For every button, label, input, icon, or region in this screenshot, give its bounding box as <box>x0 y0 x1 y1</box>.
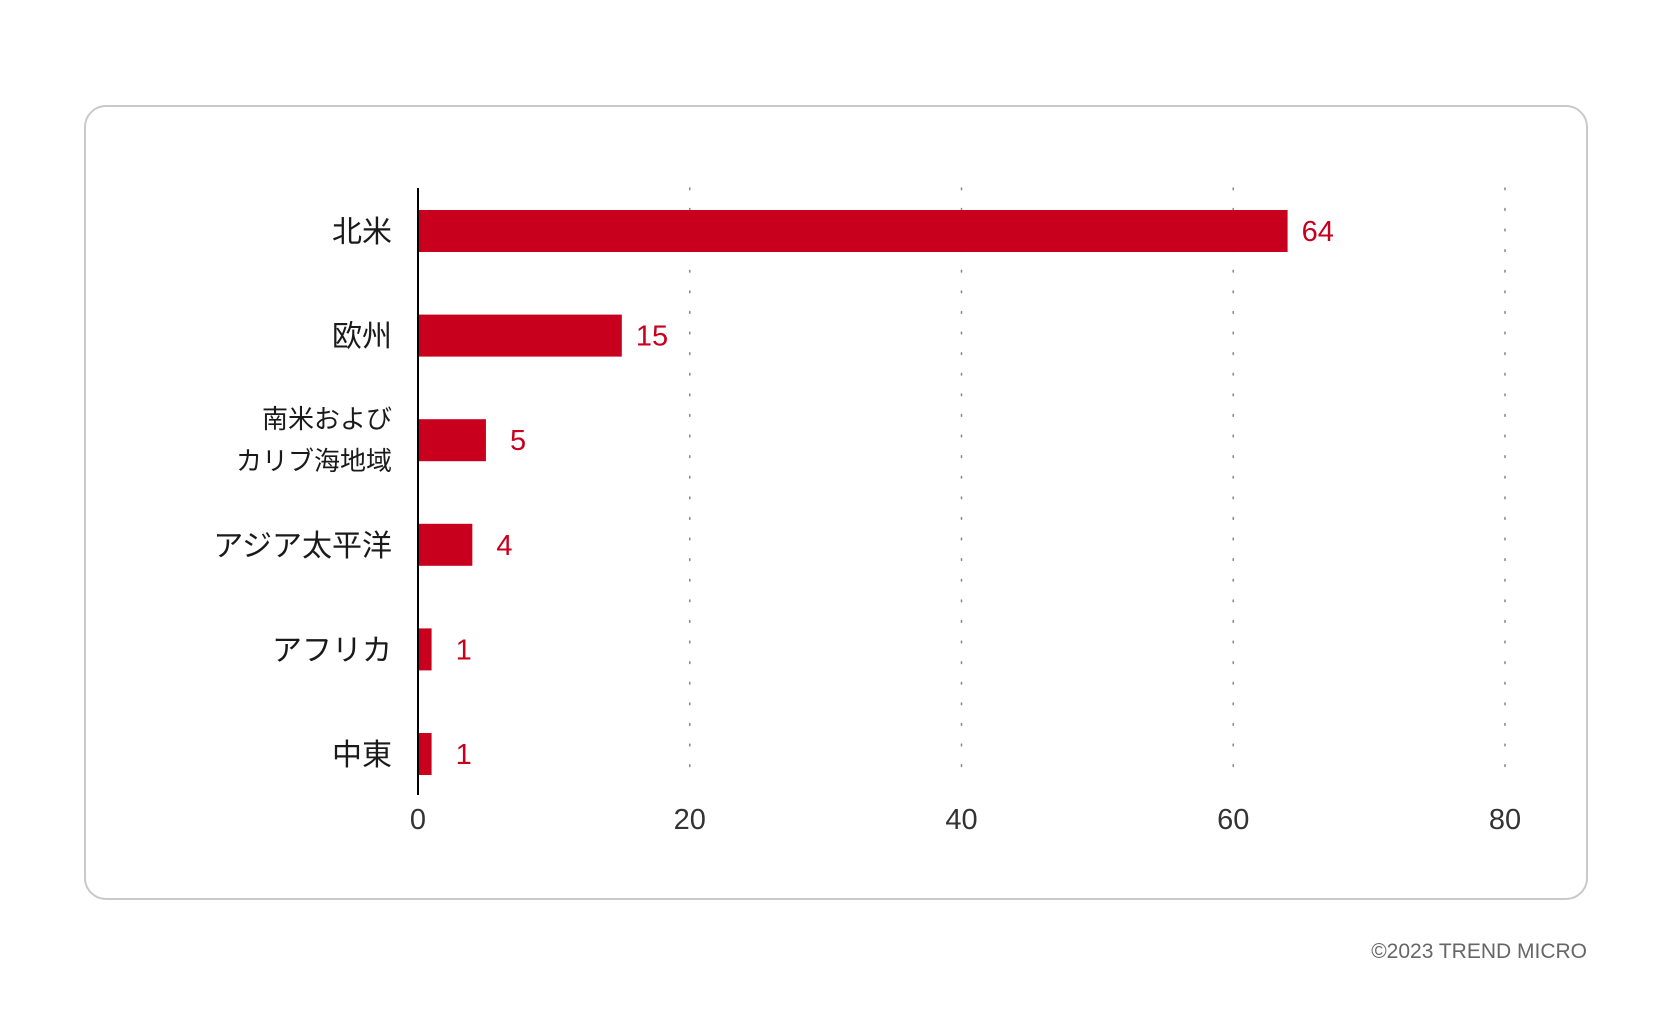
category-label-1: 欧州 <box>332 320 392 355</box>
category-label-2: 南米およびカリブ海地域 <box>236 405 392 477</box>
value-label-5: 1 <box>456 739 472 771</box>
bar-1 <box>418 314 622 357</box>
x-tick-label-80: 80 <box>1489 804 1521 836</box>
x-tick-label-60: 60 <box>1217 804 1249 836</box>
copyright-text: ©2023 TREND MICRO <box>1371 940 1587 963</box>
value-label-0: 64 <box>1302 216 1334 248</box>
value-label-4: 1 <box>456 634 472 666</box>
x-axis-ticks: 0 20 40 60 80 <box>410 804 1521 836</box>
value-label-2: 5 <box>510 425 526 457</box>
x-tick-label-40: 40 <box>945 804 977 836</box>
bars <box>418 210 1288 775</box>
category-label-0: 北米 <box>332 215 392 250</box>
bar-4 <box>418 628 432 671</box>
category-label-4: アフリカ <box>272 633 392 668</box>
value-label-1: 15 <box>636 321 668 353</box>
bar-2 <box>418 419 486 462</box>
category-label-2-line-0: 南米および <box>262 405 392 435</box>
grid-lines <box>688 187 1506 776</box>
value-label-3: 4 <box>496 530 512 562</box>
x-tick-label-0: 0 <box>410 804 426 836</box>
x-tick-label-20: 20 <box>674 804 706 836</box>
category-label-5: 中東 <box>332 738 392 773</box>
bar-3 <box>418 523 473 566</box>
category-label-3: アジア太平洋 <box>213 529 392 564</box>
value-labels: 64 15 5 4 1 1 <box>456 216 1334 771</box>
category-label-2-line-1: カリブ海地域 <box>236 447 392 477</box>
bar-5 <box>418 733 432 775</box>
bar-0 <box>418 210 1288 252</box>
